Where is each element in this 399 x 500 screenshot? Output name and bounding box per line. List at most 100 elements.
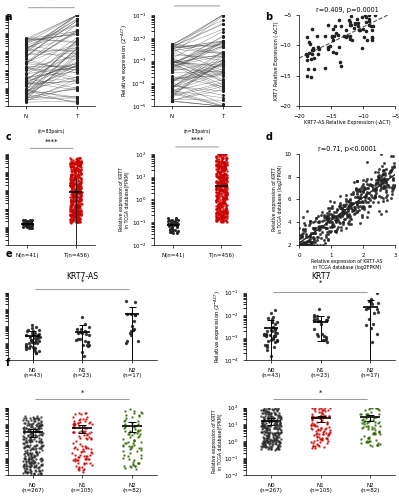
Point <box>314 50 321 58</box>
Point <box>324 418 330 426</box>
Point <box>217 214 224 222</box>
Point <box>219 16 226 24</box>
Point <box>33 350 39 358</box>
Point <box>39 442 45 450</box>
Point <box>89 461 95 469</box>
Point <box>297 241 303 249</box>
Point <box>74 26 80 34</box>
Point <box>75 207 81 215</box>
Point <box>174 216 181 224</box>
Point <box>31 418 38 426</box>
Point <box>218 215 225 223</box>
Point <box>363 438 369 446</box>
Point <box>27 446 34 454</box>
Point <box>167 225 174 233</box>
Point <box>74 44 80 52</box>
Point <box>270 431 276 439</box>
Point <box>168 68 175 76</box>
Point <box>68 162 74 170</box>
Point <box>74 16 80 24</box>
Point <box>36 437 42 445</box>
Point <box>329 222 335 230</box>
Point <box>268 326 274 334</box>
Point <box>261 437 268 445</box>
Point <box>219 68 226 76</box>
Point <box>23 77 29 85</box>
Point <box>262 428 268 436</box>
Point <box>217 171 224 179</box>
Point <box>83 424 89 432</box>
Point <box>304 241 310 249</box>
Point <box>168 60 175 68</box>
Point <box>81 447 87 455</box>
Point <box>168 64 175 72</box>
Point <box>38 442 44 450</box>
Point <box>68 159 75 167</box>
Point <box>370 186 376 194</box>
Point <box>75 158 81 166</box>
Point <box>219 175 225 183</box>
Point <box>271 408 277 416</box>
Point <box>131 325 137 333</box>
Point <box>354 177 360 185</box>
Point <box>175 220 181 228</box>
Point <box>39 456 45 464</box>
Point <box>78 200 84 207</box>
Point <box>354 15 360 23</box>
Point <box>224 208 230 216</box>
Point <box>363 414 369 422</box>
Point <box>71 216 77 224</box>
Point <box>26 462 32 469</box>
Point <box>364 194 371 202</box>
Point <box>307 234 313 241</box>
Point <box>360 418 367 426</box>
Point <box>168 82 175 90</box>
Point <box>168 59 175 67</box>
Point <box>29 324 35 332</box>
Point <box>219 165 225 173</box>
Point <box>38 460 44 468</box>
Point <box>79 330 86 338</box>
Point <box>20 435 27 443</box>
Point <box>358 434 364 442</box>
Point <box>370 22 376 30</box>
Point <box>138 408 144 416</box>
Point <box>74 65 80 73</box>
Point <box>357 186 363 194</box>
Point <box>356 184 362 192</box>
Point <box>135 426 141 434</box>
Point <box>37 421 43 429</box>
Point <box>271 332 277 340</box>
Point <box>80 341 87 349</box>
Point <box>221 164 227 172</box>
Point <box>369 442 375 450</box>
Point <box>223 158 230 166</box>
Point <box>77 190 84 198</box>
Point <box>220 182 227 190</box>
Point <box>258 412 265 420</box>
Point <box>375 418 382 426</box>
Point <box>74 62 80 70</box>
Point <box>120 450 127 458</box>
Point <box>69 456 76 464</box>
Point <box>215 159 221 167</box>
Point <box>74 68 80 76</box>
Point <box>220 180 227 188</box>
Point <box>20 220 27 228</box>
Point <box>222 170 228 178</box>
Point <box>274 337 280 345</box>
Point <box>72 166 79 174</box>
Point <box>220 214 227 222</box>
Point <box>325 236 331 244</box>
Point <box>138 409 145 417</box>
Point <box>219 76 226 84</box>
Point <box>22 218 28 226</box>
Point <box>127 433 133 441</box>
Point <box>219 91 226 99</box>
Point <box>219 212 225 220</box>
Point <box>275 445 282 453</box>
Point <box>165 216 172 224</box>
Point <box>75 207 81 215</box>
Point <box>27 460 33 468</box>
Point <box>372 11 378 19</box>
